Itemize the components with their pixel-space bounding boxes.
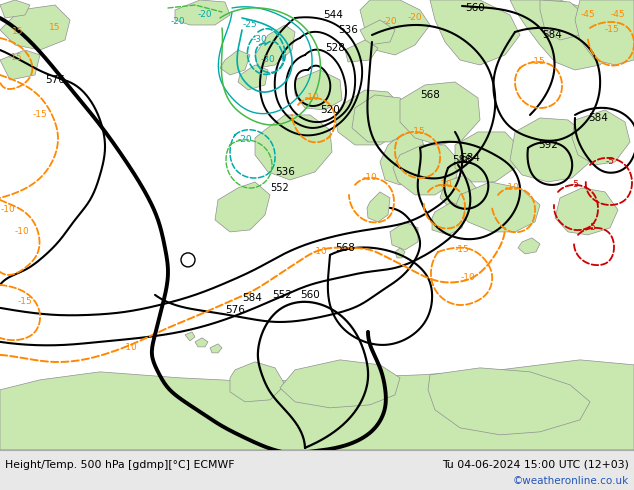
Text: 592: 592 — [538, 140, 558, 150]
Text: -30: -30 — [261, 55, 275, 65]
Polygon shape — [238, 65, 268, 90]
Text: -15: -15 — [411, 127, 425, 136]
Text: -25: -25 — [243, 21, 257, 29]
Text: 568: 568 — [420, 90, 440, 100]
Text: 15: 15 — [12, 27, 23, 36]
Polygon shape — [575, 0, 634, 65]
Polygon shape — [185, 332, 195, 341]
Polygon shape — [540, 0, 590, 40]
Polygon shape — [367, 192, 390, 222]
Text: 584: 584 — [460, 153, 480, 163]
Text: -10: -10 — [313, 247, 327, 256]
Text: -15: -15 — [605, 25, 619, 34]
Text: -30: -30 — [252, 35, 268, 45]
Text: 584: 584 — [542, 30, 562, 40]
Polygon shape — [352, 95, 415, 142]
Polygon shape — [210, 344, 222, 353]
Polygon shape — [195, 338, 208, 347]
Polygon shape — [335, 90, 405, 145]
Text: Height/Temp. 500 hPa [gdmp][°C] ECMWF: Height/Temp. 500 hPa [gdmp][°C] ECMWF — [5, 460, 235, 470]
Text: 576: 576 — [225, 305, 245, 315]
Text: 544: 544 — [323, 10, 343, 20]
Text: 520: 520 — [320, 105, 340, 115]
Text: 560: 560 — [300, 290, 320, 300]
Text: -10: -10 — [505, 183, 519, 193]
Text: -5: -5 — [605, 157, 614, 167]
Polygon shape — [393, 145, 460, 195]
Text: 584: 584 — [242, 293, 262, 303]
Polygon shape — [0, 5, 70, 50]
Text: 528: 528 — [325, 43, 345, 53]
Text: -10: -10 — [15, 227, 29, 236]
Polygon shape — [0, 360, 634, 450]
Polygon shape — [590, 0, 634, 35]
Polygon shape — [600, 0, 634, 42]
Polygon shape — [430, 0, 520, 65]
Text: -10: -10 — [363, 173, 377, 182]
Polygon shape — [395, 248, 405, 258]
Text: -20: -20 — [171, 18, 185, 26]
Polygon shape — [455, 132, 520, 182]
Polygon shape — [390, 222, 418, 250]
Text: 568: 568 — [335, 243, 355, 253]
Polygon shape — [220, 50, 250, 75]
Text: 15: 15 — [49, 24, 61, 32]
Polygon shape — [255, 115, 332, 180]
Text: 584: 584 — [588, 113, 608, 123]
Text: 588: 588 — [452, 155, 472, 165]
Polygon shape — [255, 25, 295, 68]
Polygon shape — [0, 50, 40, 80]
Polygon shape — [175, 0, 230, 25]
Polygon shape — [418, 165, 440, 195]
Text: ©weatheronline.co.uk: ©weatheronline.co.uk — [513, 476, 629, 486]
Text: -20: -20 — [383, 18, 398, 26]
Text: -10: -10 — [461, 273, 476, 282]
Text: 536: 536 — [338, 25, 358, 35]
Text: 536: 536 — [275, 167, 295, 177]
Text: -15: -15 — [455, 245, 469, 254]
Text: -5: -5 — [588, 223, 597, 232]
Text: -10: -10 — [122, 343, 138, 352]
Text: -15: -15 — [18, 297, 32, 306]
Polygon shape — [440, 175, 478, 210]
Text: -20: -20 — [408, 14, 422, 23]
Text: -45: -45 — [581, 10, 595, 20]
Polygon shape — [295, 70, 342, 110]
Text: -5: -5 — [571, 180, 579, 190]
Polygon shape — [360, 20, 395, 45]
Polygon shape — [555, 188, 618, 235]
Polygon shape — [428, 368, 590, 435]
Polygon shape — [230, 362, 285, 402]
Polygon shape — [510, 118, 590, 182]
Text: -10: -10 — [1, 205, 15, 215]
Text: 560: 560 — [465, 3, 485, 13]
Text: 552: 552 — [271, 183, 289, 193]
Polygon shape — [360, 0, 430, 55]
Text: 576: 576 — [45, 75, 65, 85]
Polygon shape — [280, 360, 400, 408]
Polygon shape — [380, 132, 425, 185]
Polygon shape — [215, 182, 270, 232]
Polygon shape — [518, 238, 540, 254]
Polygon shape — [572, 110, 630, 165]
Polygon shape — [345, 40, 378, 62]
Polygon shape — [455, 182, 540, 232]
Text: -15: -15 — [32, 110, 48, 120]
Text: Tu 04-06-2024 15:00 UTC (12+03): Tu 04-06-2024 15:00 UTC (12+03) — [442, 460, 629, 470]
Text: -15: -15 — [8, 53, 22, 63]
Text: -45: -45 — [611, 10, 625, 20]
Text: 552: 552 — [272, 290, 292, 300]
Polygon shape — [0, 0, 30, 18]
Text: -20: -20 — [238, 135, 252, 145]
Polygon shape — [510, 0, 615, 70]
Polygon shape — [400, 82, 480, 145]
Polygon shape — [432, 202, 465, 235]
Text: -20: -20 — [198, 10, 212, 20]
Text: -10: -10 — [437, 180, 453, 190]
Text: -10: -10 — [304, 94, 320, 102]
Text: -15: -15 — [531, 57, 545, 67]
